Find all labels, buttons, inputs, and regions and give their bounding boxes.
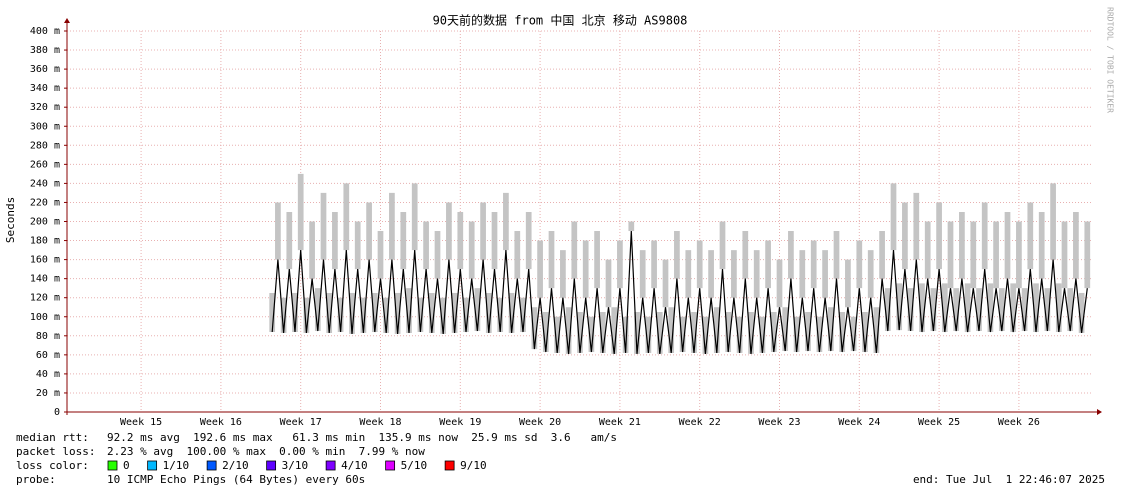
x-tick-label: Week 15: [120, 417, 162, 428]
y-tick-label: 220 m: [30, 197, 60, 208]
legend-label: 5/10: [401, 459, 428, 472]
legend-label: 9/10: [460, 459, 487, 472]
end-text: end: Tue Jul 1 22:46:07 2025: [913, 473, 1105, 486]
probe-text: 10 ICMP Echo Pings (64 Bytes) every 60s: [107, 473, 365, 486]
probe-label: probe:: [16, 473, 56, 486]
stat-text: 2.23 % avg 100.00 % max 0.00 % min 7.99 …: [107, 445, 425, 458]
x-tick-label: Week 18: [359, 417, 401, 428]
x-tick-label: Week 17: [280, 417, 322, 428]
y-tick-label: 40 m: [36, 369, 60, 380]
median-line: [271, 230, 1088, 354]
y-tick-label: 340 m: [30, 83, 60, 94]
side-text: RRDTOOL / TOBI OETIKER: [1106, 7, 1115, 113]
y-tick-label: 100 m: [30, 312, 60, 323]
loss-label: loss color:: [16, 459, 89, 472]
stat-label: packet loss:: [16, 445, 95, 458]
x-tick-label: Week 20: [519, 417, 561, 428]
y-tick-label: 160 m: [30, 255, 60, 266]
legend-label: 3/10: [282, 459, 309, 472]
x-tick-label: Week 26: [998, 417, 1040, 428]
x-tick-label: Week 23: [758, 417, 800, 428]
y-tick-label: 300 m: [30, 121, 60, 132]
y-tick-label: 280 m: [30, 140, 60, 151]
legend-label: 2/10: [222, 459, 249, 472]
legend-label: 1/10: [163, 459, 190, 472]
y-tick-label: 140 m: [30, 274, 60, 285]
legend-swatch: [444, 460, 455, 471]
legend-swatch: [385, 460, 396, 471]
x-tick-label: Week 19: [439, 417, 481, 428]
y-tick-label: 380 m: [30, 45, 60, 56]
y-tick-label: 0: [54, 407, 60, 418]
y-tick-label: 400 m: [30, 26, 60, 37]
x-arrow: [1097, 409, 1102, 415]
legend-swatch: [147, 460, 158, 471]
x-tick-label: Week 25: [918, 417, 960, 428]
x-tick-label: Week 22: [679, 417, 721, 428]
y-tick-label: 20 m: [36, 388, 60, 399]
legend-swatch: [325, 460, 336, 471]
x-tick-label: Week 16: [200, 417, 242, 428]
y-tick-label: 360 m: [30, 64, 60, 75]
x-tick-label: Week 21: [599, 417, 641, 428]
stat-text: 92.2 ms avg 192.6 ms max 61.3 ms min 135…: [107, 431, 617, 444]
legend-swatch: [206, 460, 217, 471]
legend-swatch: [107, 460, 118, 471]
y-tick-label: 60 m: [36, 350, 60, 361]
legend-label: 0: [123, 459, 130, 472]
legend-swatch: [266, 460, 277, 471]
y-arrow: [64, 18, 70, 23]
y-tick-label: 260 m: [30, 159, 60, 170]
y-tick-label: 200 m: [30, 217, 60, 228]
y-tick-label: 180 m: [30, 236, 60, 247]
stat-label: median rtt:: [16, 431, 89, 444]
y-tick-label: 320 m: [30, 102, 60, 113]
chart-title: 90天前的数据 from 中国 北京 移动 AS9808: [433, 13, 688, 28]
y-tick-label: 120 m: [30, 293, 60, 304]
x-tick-label: Week 24: [838, 417, 880, 428]
y-tick-label: 240 m: [30, 178, 60, 189]
y-axis-label: Seconds: [4, 197, 17, 243]
y-tick-label: 80 m: [36, 331, 60, 342]
legend-label: 4/10: [341, 459, 368, 472]
